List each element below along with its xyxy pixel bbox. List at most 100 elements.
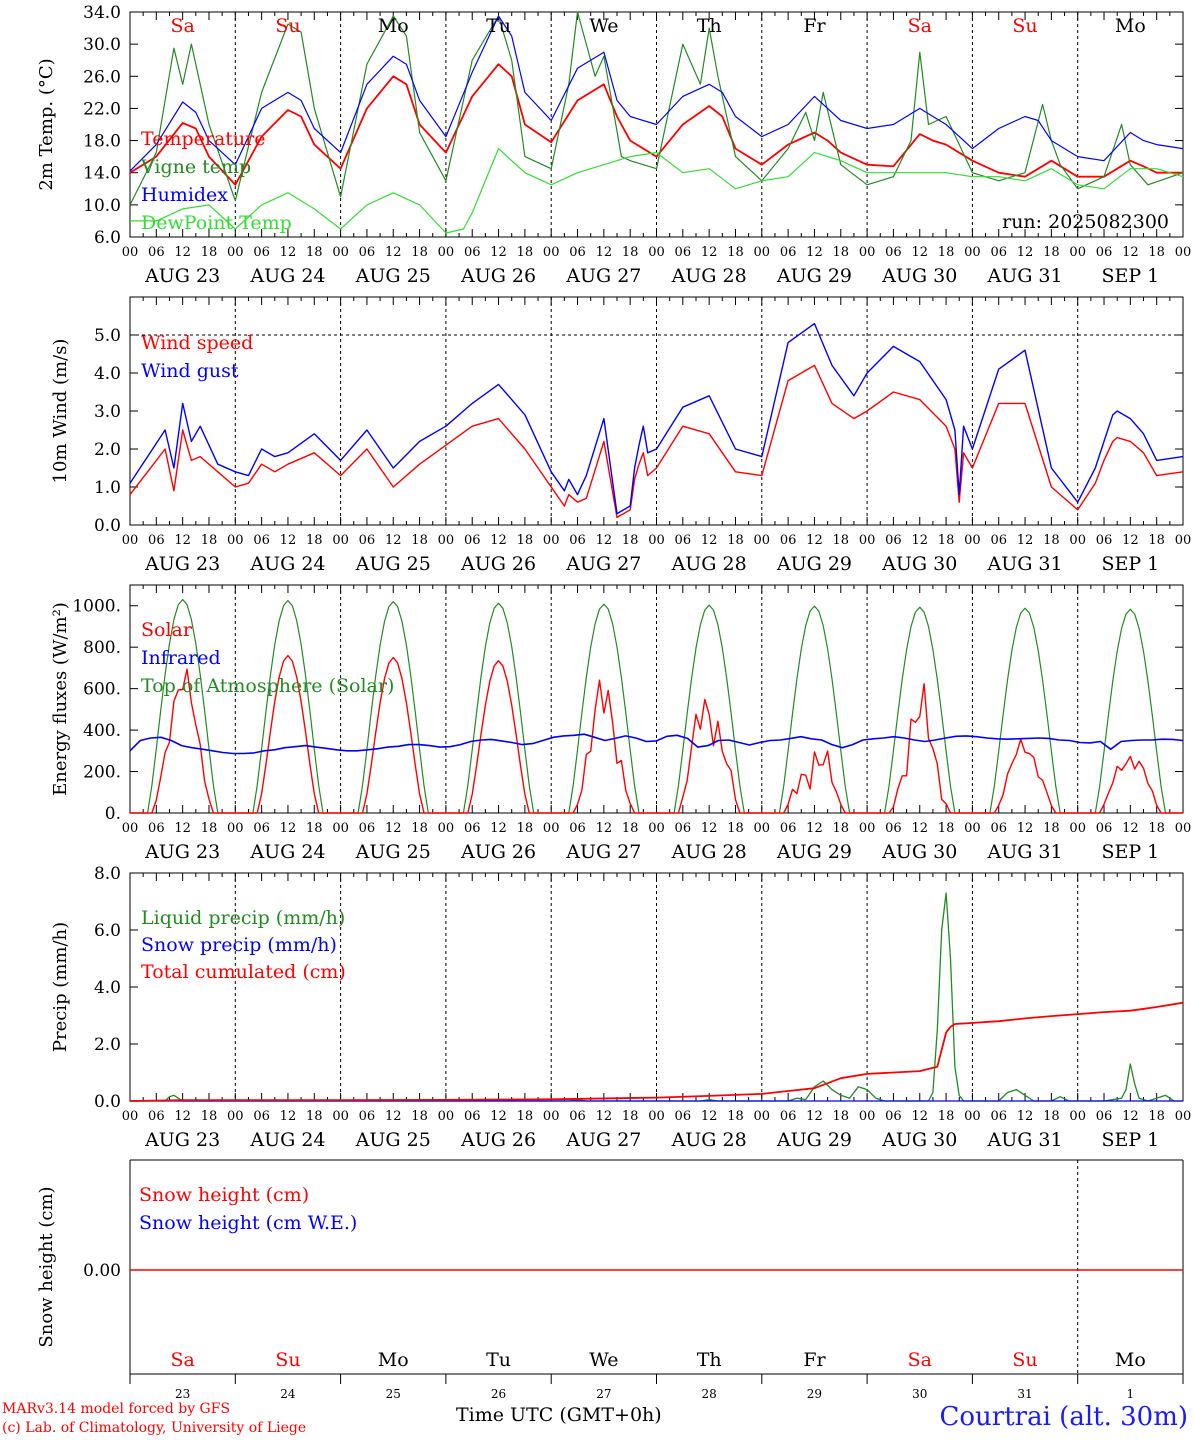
snow-legend-snow-height-cm-w-e-: Snow height (cm W.E.) bbox=[139, 1212, 357, 1234]
snow-day-number: 26 bbox=[491, 1387, 506, 1401]
temp-y-tick-label: 34.0 bbox=[83, 3, 121, 23]
wind-hour-label: 18 bbox=[201, 533, 218, 548]
wind-hour-label: 12 bbox=[911, 533, 928, 548]
wind-hour-label: 12 bbox=[1122, 533, 1139, 548]
temp-hour-label: 00 bbox=[1069, 245, 1086, 260]
energy-hour-label: 12 bbox=[385, 821, 402, 836]
wind-hour-label: 06 bbox=[885, 533, 902, 548]
precip-hour-label: 12 bbox=[701, 1109, 718, 1124]
energy-hour-label: 00 bbox=[859, 821, 876, 836]
snow-day-number: 24 bbox=[280, 1387, 296, 1401]
energy-hour-label: 18 bbox=[938, 821, 955, 836]
energy-series-solar bbox=[130, 654, 1183, 814]
temp-y-tick-label: 10.0 bbox=[83, 196, 121, 216]
snow-day-number: 25 bbox=[386, 1387, 401, 1401]
credit-model: MARv3.14 model forced by GFS bbox=[2, 1401, 231, 1417]
energy-day-label: AUG 27 bbox=[565, 841, 641, 863]
temp-weekday-label: Mo bbox=[1115, 15, 1146, 37]
precip-legend-total-cumulated-cm-: Total cumulated (cm) bbox=[141, 961, 346, 983]
energy-y-tick-label: 400. bbox=[83, 721, 121, 741]
energy-day-label: AUG 28 bbox=[671, 841, 747, 863]
energy-day-label: AUG 24 bbox=[249, 841, 325, 863]
credit-lab: (c) Lab. of Climatology, University of L… bbox=[2, 1420, 307, 1436]
temp-y-tick-label: 6.0 bbox=[94, 228, 121, 248]
energy-hour-label: 06 bbox=[464, 821, 481, 836]
energy-hour-label: 18 bbox=[833, 821, 850, 836]
precip-day-label: AUG 24 bbox=[249, 1129, 325, 1151]
wind-y-axis-label: 10m Wind (m/s) bbox=[50, 339, 71, 484]
wind-hour-label: 18 bbox=[727, 533, 744, 548]
wind-series-wind-speed bbox=[129, 364, 1184, 519]
wind-hour-label: 00 bbox=[122, 533, 139, 548]
temp-weekday-label: Fr bbox=[803, 15, 826, 37]
energy-hour-label: 06 bbox=[990, 821, 1007, 836]
temp-hour-label: 18 bbox=[938, 245, 955, 260]
x-axis-title: Time UTC (GMT+0h) bbox=[456, 1404, 662, 1426]
wind-y-tick-label: 4.0 bbox=[94, 364, 121, 384]
energy-hour-label: 12 bbox=[596, 821, 613, 836]
energy-day-label: AUG 30 bbox=[881, 841, 957, 863]
energy-hour-label: 00 bbox=[964, 821, 981, 836]
temp-hour-label: 18 bbox=[411, 245, 428, 260]
temp-hour-label: 18 bbox=[1148, 245, 1165, 260]
precip-day-label: AUG 29 bbox=[776, 1129, 852, 1151]
temp-hour-label: 00 bbox=[332, 245, 349, 260]
wind-legend-wind-speed: Wind speed bbox=[141, 332, 253, 354]
precip-y-tick-label: 4.0 bbox=[94, 978, 121, 998]
snow-weekday-label: Su bbox=[275, 1349, 300, 1371]
snow-day-number: 28 bbox=[702, 1387, 717, 1401]
precip-hour-label: 06 bbox=[359, 1109, 376, 1124]
temp-hour-label: 06 bbox=[253, 245, 270, 260]
temp-day-label: AUG 25 bbox=[355, 265, 431, 287]
wind-day-label: SEP 1 bbox=[1101, 553, 1159, 575]
energy-y-tick-label: 200. bbox=[83, 763, 121, 783]
wind-hour-label: 06 bbox=[569, 533, 586, 548]
temp-hour-label: 06 bbox=[780, 245, 797, 260]
precip-hour-label: 06 bbox=[885, 1109, 902, 1124]
wind-hour-label: 18 bbox=[1148, 533, 1165, 548]
precip-hour-label: 00 bbox=[1069, 1109, 1086, 1124]
wind-hour-label: 00 bbox=[859, 533, 876, 548]
precip-hour-label: 00 bbox=[438, 1109, 455, 1124]
wind-hour-label: 00 bbox=[438, 533, 455, 548]
wind-hour-label: 12 bbox=[280, 533, 297, 548]
wind-hour-label: 12 bbox=[701, 533, 718, 548]
precip-day-label: SEP 1 bbox=[1101, 1129, 1159, 1151]
temp-hour-label: 06 bbox=[885, 245, 902, 260]
wind-day-label: AUG 23 bbox=[144, 553, 220, 575]
energy-hour-label: 00 bbox=[648, 821, 665, 836]
temp-hour-label: 18 bbox=[201, 245, 218, 260]
temp-weekday-label: Su bbox=[275, 15, 300, 37]
snow-legend-snow-height-cm-: Snow height (cm) bbox=[139, 1184, 309, 1206]
temp-y-tick-label: 26.0 bbox=[83, 67, 121, 87]
temp-day-label: AUG 27 bbox=[565, 265, 641, 287]
energy-hour-label: 06 bbox=[148, 821, 165, 836]
snow-day-number: 30 bbox=[912, 1387, 927, 1401]
snow-weekday-label: Fr bbox=[803, 1349, 826, 1371]
precip-y-axis-label: Precip (mm/h) bbox=[50, 922, 71, 1052]
snow-day-number: 27 bbox=[596, 1387, 611, 1401]
temp-hour-label: 12 bbox=[596, 245, 613, 260]
energy-hour-label: 00 bbox=[227, 821, 244, 836]
temp-hour-label: 12 bbox=[385, 245, 402, 260]
wind-y-tick-label: 2.0 bbox=[94, 440, 121, 460]
temp-weekday-label: Tu bbox=[486, 15, 511, 37]
wind-day-label: AUG 27 bbox=[565, 553, 641, 575]
energy-series-infrared bbox=[129, 733, 1184, 755]
energy-hour-label: 18 bbox=[1043, 821, 1060, 836]
precip-hour-label: 18 bbox=[201, 1109, 218, 1124]
precip-hour-label: 12 bbox=[490, 1109, 507, 1124]
precip-hour-label: 18 bbox=[1148, 1109, 1165, 1124]
energy-y-axis-label: Energy fluxes (W/m²) bbox=[50, 602, 71, 796]
temp-series-humidex bbox=[129, 15, 1184, 172]
energy-day-label: AUG 29 bbox=[776, 841, 852, 863]
precip-hour-label: 12 bbox=[911, 1109, 928, 1124]
precip-hour-label: 12 bbox=[280, 1109, 297, 1124]
energy-legend-infrared: Infrared bbox=[141, 647, 221, 669]
energy-hour-label: 18 bbox=[622, 821, 639, 836]
temp-hour-label: 06 bbox=[675, 245, 692, 260]
precip-hour-label: 18 bbox=[517, 1109, 534, 1124]
snow-weekday-label: Sa bbox=[170, 1349, 194, 1371]
energy-hour-label: 06 bbox=[780, 821, 797, 836]
precip-y-tick-label: 2.0 bbox=[94, 1035, 121, 1055]
